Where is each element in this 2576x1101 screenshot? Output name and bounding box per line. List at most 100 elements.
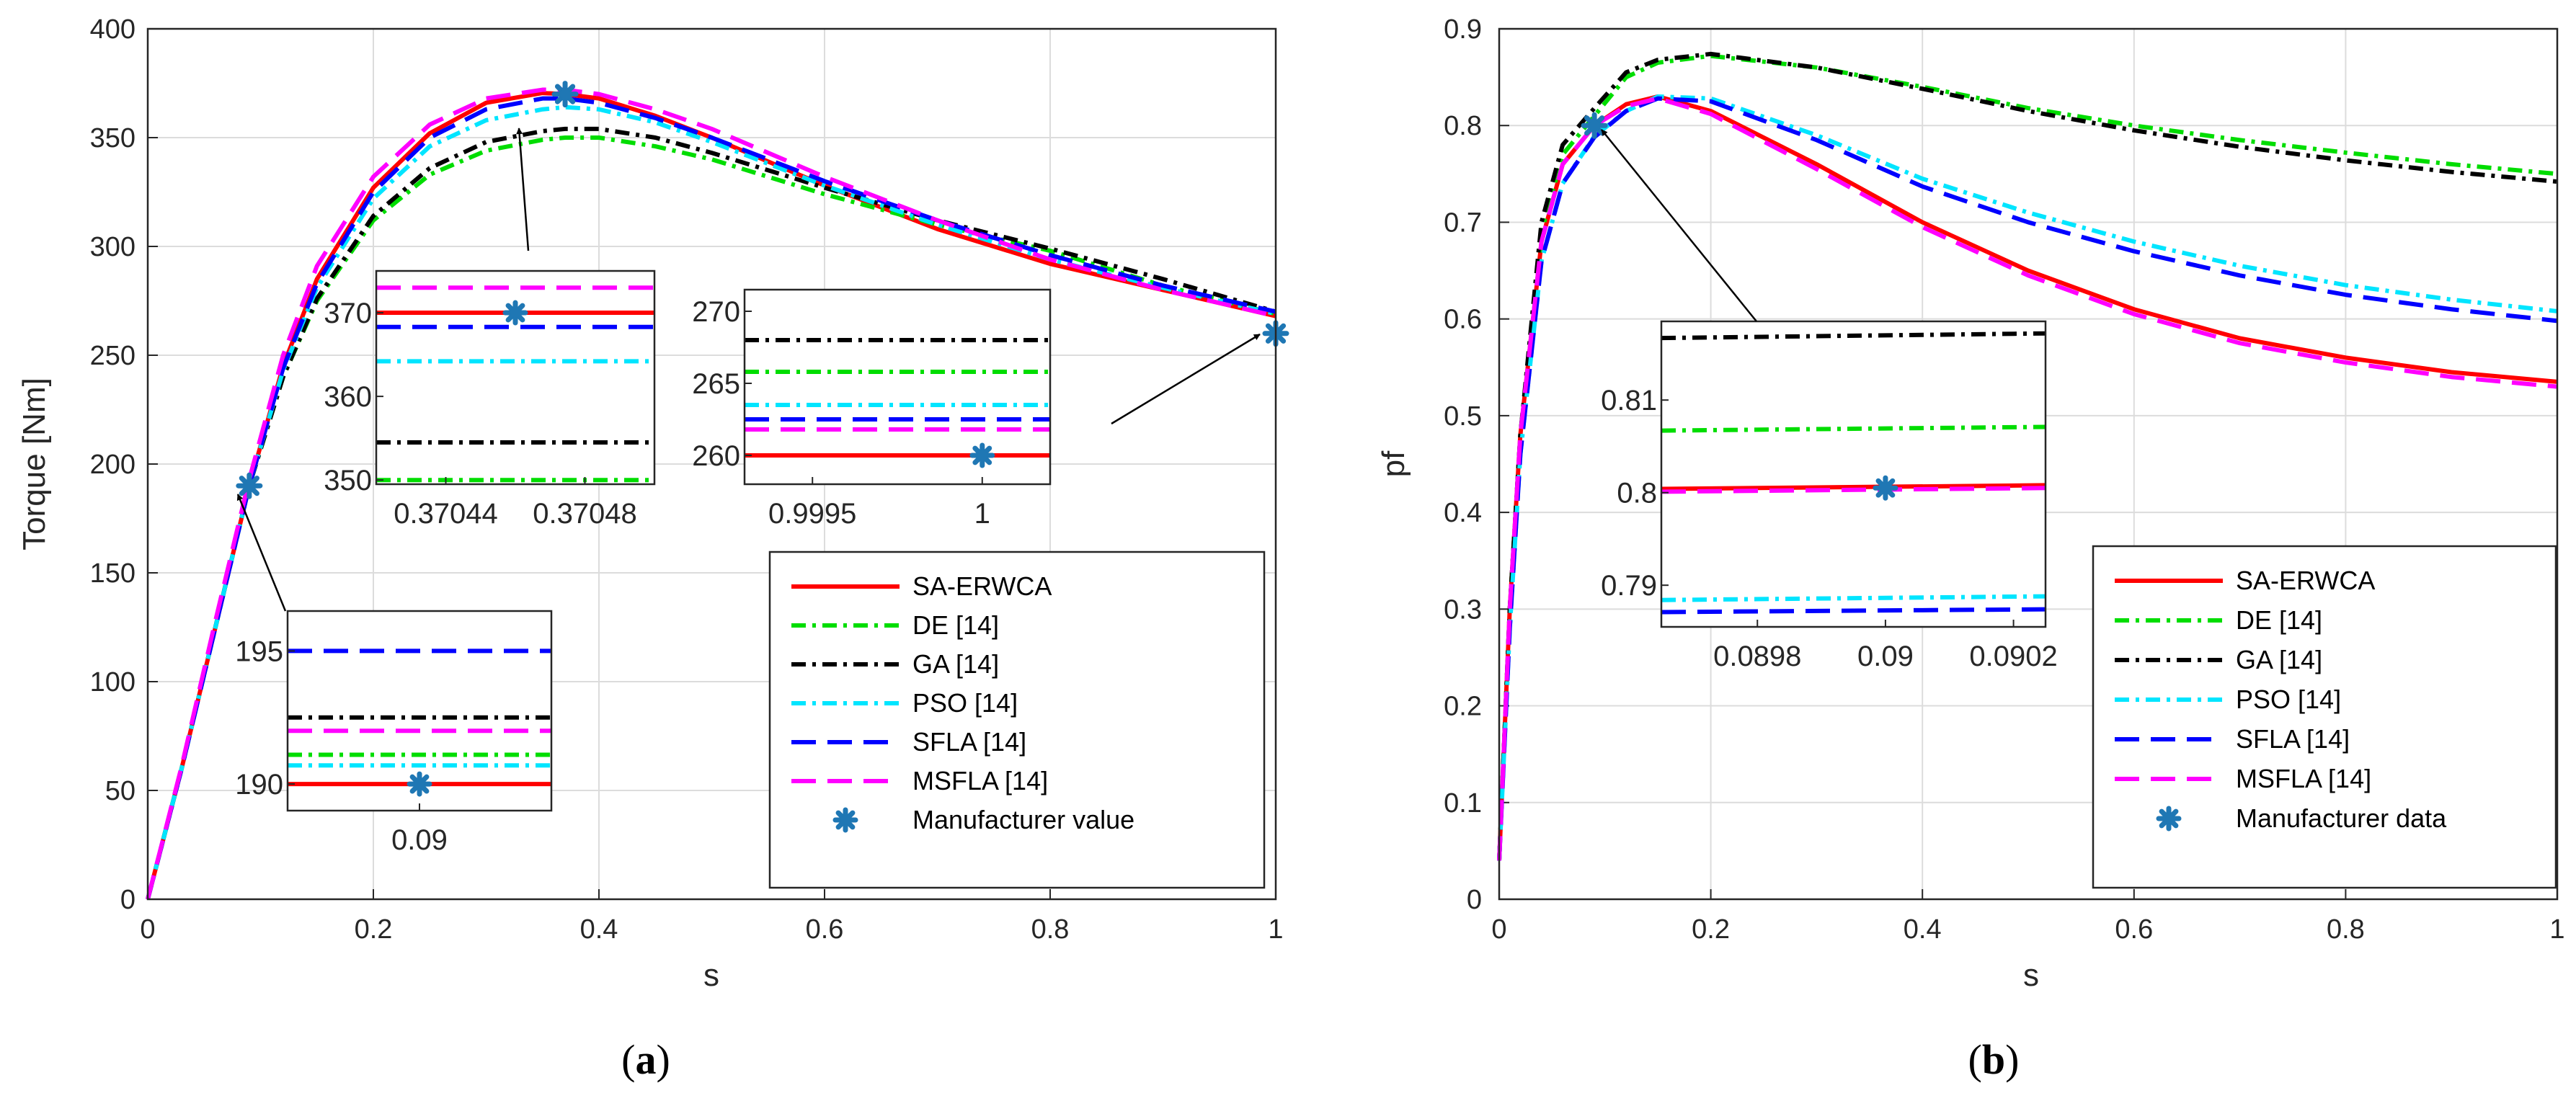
- x-tick-label: 0.2: [355, 914, 393, 945]
- caption-paren: ): [2005, 1036, 2019, 1083]
- y-tick-label: 350: [90, 123, 136, 153]
- x-tick-label: 0.4: [580, 914, 618, 945]
- inset-series-line: [1661, 594, 2046, 602]
- legend-entry: Manufacturer data: [2156, 803, 2447, 833]
- manufacturer-marker: [236, 472, 263, 499]
- caption-paren: (: [621, 1036, 635, 1083]
- legend-label: Manufacturer value: [912, 805, 1134, 834]
- inset-y-tick-label: 350: [324, 465, 372, 496]
- legend-marker-swatch: [2156, 806, 2182, 832]
- legend-entry: GA [14]: [2115, 645, 2322, 674]
- zoom-inset: 0.09 190 195: [235, 610, 553, 856]
- inset-series-line: [1661, 483, 2046, 491]
- legend-entry: PSO [14]: [2115, 685, 2341, 714]
- y-tick-label: 0: [120, 885, 136, 915]
- y-tick-label: 200: [90, 450, 136, 480]
- series-line-sfla-14: [146, 96, 1276, 900]
- series-line-msfla-14: [146, 87, 1276, 900]
- axes-frame: [1498, 27, 2559, 901]
- x-tick-label: 0.6: [806, 914, 844, 945]
- y-axis-label: pf: [1376, 450, 1411, 477]
- legend-label: MSFLA [14]: [912, 766, 1048, 795]
- legend-entry: Manufacturer value: [832, 805, 1134, 834]
- series-line-pso-14: [1497, 94, 2558, 861]
- chart-panel-a: 0 0.2 0.4 0.6 0.8 1 0 50 100 150 200 250 300 350 400 s T…: [17, 14, 1289, 1083]
- x-tick-label: 0.8: [1031, 914, 1070, 945]
- inset-y-tick-label: 190: [235, 769, 283, 801]
- y-tick-label: 0.7: [1444, 208, 1482, 238]
- zoom-inset: 0.0898 0.09 0.0902 0.79 0.8 0.81: [1601, 320, 2058, 672]
- x-tick-label: 0.4: [1904, 914, 1942, 945]
- zoom-arrow: [1111, 333, 1261, 425]
- legend-entry: GA [14]: [791, 649, 999, 679]
- legend-label: PSO [14]: [2236, 685, 2341, 714]
- y-tick-label: 0: [1467, 885, 1482, 915]
- series-line-msfla-14: [1497, 96, 2558, 861]
- y-tick-label: 100: [90, 667, 136, 697]
- legend-entry: SFLA [14]: [791, 727, 1026, 757]
- inset-x-tick-label: 0.37048: [533, 498, 637, 530]
- zoom-inset: 0.37044 0.37048 350 360 370: [324, 269, 656, 530]
- legend-label: SFLA [14]: [2236, 724, 2350, 754]
- inset-frame: [286, 610, 553, 812]
- x-axis-label: s: [2023, 958, 2039, 993]
- legend-box: [2092, 545, 2557, 889]
- legend: SA-ERWCA DE [14] GA [14] PSO [14] SFLA [14] M…: [2092, 545, 2557, 889]
- inset-x-tick-label: 0.0898: [1713, 641, 1801, 672]
- zoom-inset: 0.9995 1 260 265 270: [692, 288, 1052, 530]
- inset-y-tick-label: 0.8: [1617, 478, 1657, 509]
- y-tick-label: 0.1: [1444, 788, 1482, 819]
- y-tick-label: 0.9: [1444, 14, 1482, 45]
- legend-entry: DE [14]: [2115, 605, 2322, 635]
- series-line-ga-14: [1497, 51, 2558, 861]
- x-tick-label: 0.2: [1692, 914, 1730, 945]
- inset-x-tick-label: 0.09: [391, 824, 448, 856]
- inset-y-tick-label: 360: [324, 381, 372, 413]
- legend-label: SA-ERWCA: [912, 571, 1052, 601]
- inset-series-line: [1661, 607, 2046, 615]
- inset-manufacturer-marker: [407, 771, 432, 797]
- axes-frame: [146, 27, 1277, 901]
- panel-caption: (b): [1968, 1036, 2020, 1083]
- legend-marker-swatch: [832, 807, 858, 833]
- y-tick-label: 0.8: [1444, 111, 1482, 141]
- legend-entry: PSO [14]: [791, 688, 1018, 718]
- y-tick-label: 50: [105, 776, 136, 806]
- legend-box: [768, 550, 1266, 889]
- inset-y-tick-label: 0.81: [1601, 385, 1657, 416]
- y-axis-label: Torque [Nm]: [17, 378, 52, 550]
- inset-x-tick-label: 0.9995: [768, 498, 856, 530]
- chart-panel-b: 0 0.2 0.4 0.6 0.8 100.10.20.30.40.50.60.70.80…: [1376, 14, 2565, 1083]
- y-tick-label: 150: [90, 558, 136, 589]
- legend-label: SA-ERWCA: [2236, 566, 2375, 595]
- series-group: [1497, 51, 2558, 861]
- inset-series-line: [1661, 486, 2046, 494]
- caption-paren: ): [657, 1036, 670, 1083]
- series-line-sfla-14: [1497, 96, 2558, 861]
- y-tick-label: 0.2: [1444, 692, 1482, 722]
- legend-label: GA [14]: [2236, 645, 2322, 674]
- inset-frame: [743, 288, 1052, 486]
- caption-paren: (: [1968, 1036, 1982, 1083]
- y-tick-label: 0.5: [1444, 401, 1482, 432]
- inset-background: [1661, 321, 2046, 627]
- manufacturer-marker: [551, 81, 579, 108]
- legend-label: SFLA [14]: [912, 727, 1026, 757]
- legend-label: MSFLA [14]: [2236, 764, 2371, 793]
- x-tick-label: 0: [1491, 914, 1506, 945]
- inset-y-tick-label: 265: [692, 368, 740, 400]
- inset-manufacturer-marker: [1873, 475, 1898, 501]
- legend-label: PSO [14]: [912, 688, 1018, 718]
- inset-y-tick-label: 370: [324, 298, 372, 329]
- caption-letter: b: [1982, 1036, 2005, 1083]
- inset-manufacturer-marker: [969, 442, 995, 468]
- inset-frame: [1660, 320, 2047, 628]
- inset-y-tick-label: 260: [692, 440, 740, 472]
- inset-y-tick-label: 195: [235, 636, 283, 667]
- legend: SA-ERWCA DE [14] GA [14] PSO [14] SFLA [14] M…: [768, 550, 1266, 889]
- x-tick-label: 1: [2549, 914, 2564, 945]
- y-tick-label: 0.3: [1444, 594, 1482, 625]
- y-tick-label: 400: [90, 14, 136, 45]
- y-tick-label: 300: [90, 232, 136, 262]
